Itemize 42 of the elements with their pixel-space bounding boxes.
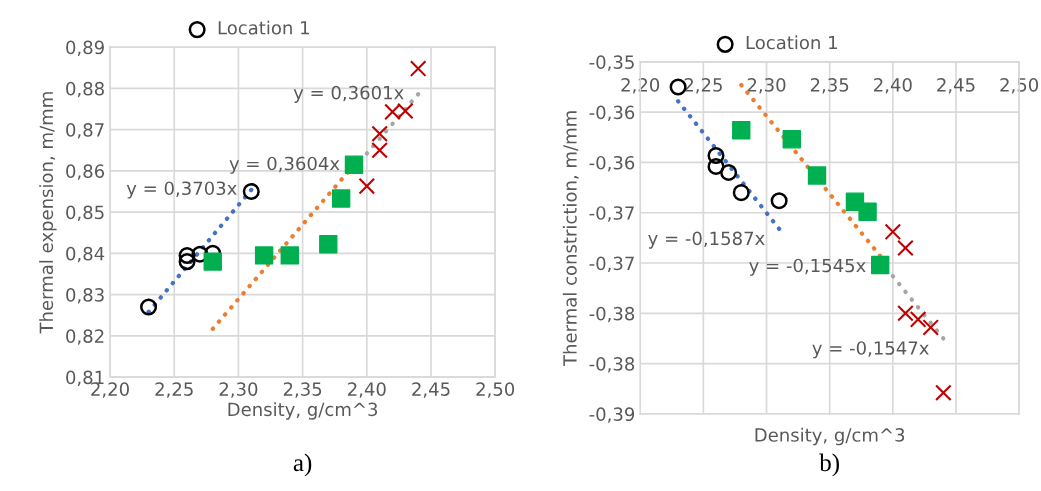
x-tick-label: 2,30 (219, 382, 258, 398)
x-tick-label: 2,40 (348, 382, 386, 398)
annotation: y = -0,1547x (812, 341, 929, 359)
y-tick-label: 0,84 (66, 246, 105, 263)
annotation: y = -0,1587x (648, 231, 765, 249)
x-tick-label: 2,45 (412, 382, 450, 398)
y-tick-label: 0,83 (66, 288, 104, 304)
y-tick-label: 0,87 (66, 123, 104, 139)
x-tick-label: 2,25 (155, 382, 193, 398)
x-axis-title: Density, g/cm^3 (228, 402, 378, 420)
y-axis-title: Thermal constriction, m/mm (562, 111, 579, 367)
x-tick-label: 2,30 (747, 78, 786, 94)
y-tick-label: 0,86 (66, 164, 105, 180)
x-tick-label: 2,40 (874, 78, 912, 94)
x-tick-label: 2,50 (1000, 78, 1039, 94)
x-axis-title: Density, g/cm^3 (755, 427, 905, 446)
text: a) (293, 453, 312, 477)
annotation: y = 0,3703x (126, 181, 237, 199)
x-tick-label: 2,50 (476, 382, 515, 398)
x-tick-label: 2,20 (621, 78, 660, 94)
y-tick-label: -0,37 (589, 206, 634, 222)
y-tick-label: -0,38 (589, 357, 635, 373)
y-tick-label: 0,89 (66, 40, 104, 57)
annotation: y = -0,1545x (749, 258, 866, 276)
y-axis-title: Thermal expension, m/mm (39, 92, 57, 334)
text: b) (819, 453, 839, 477)
x-tick-label: 2,35 (283, 382, 322, 398)
legend-label: Location 1 (218, 20, 309, 35)
annotation: y = 0,3604x (229, 156, 340, 174)
y-tick-label: -0,37 (589, 256, 634, 272)
y-tick-label: -0,35 (589, 55, 634, 71)
y-tick-label: -0,38 (589, 306, 635, 323)
y-tick-label: 0,85 (66, 205, 104, 222)
y-tick-label: 0,82 (66, 329, 104, 345)
x-tick-label: 2,45 (937, 78, 975, 94)
y-tick-label: -0,36 (589, 105, 635, 122)
y-tick-label: -0,36 (589, 155, 635, 172)
legend-label: Location 1 (746, 35, 837, 50)
y-tick-label: 0,88 (66, 81, 104, 98)
annotation: y = 0,3601x (293, 85, 404, 103)
y-tick-label: -0,39 (589, 407, 635, 423)
x-tick-label: 2,35 (810, 78, 849, 94)
